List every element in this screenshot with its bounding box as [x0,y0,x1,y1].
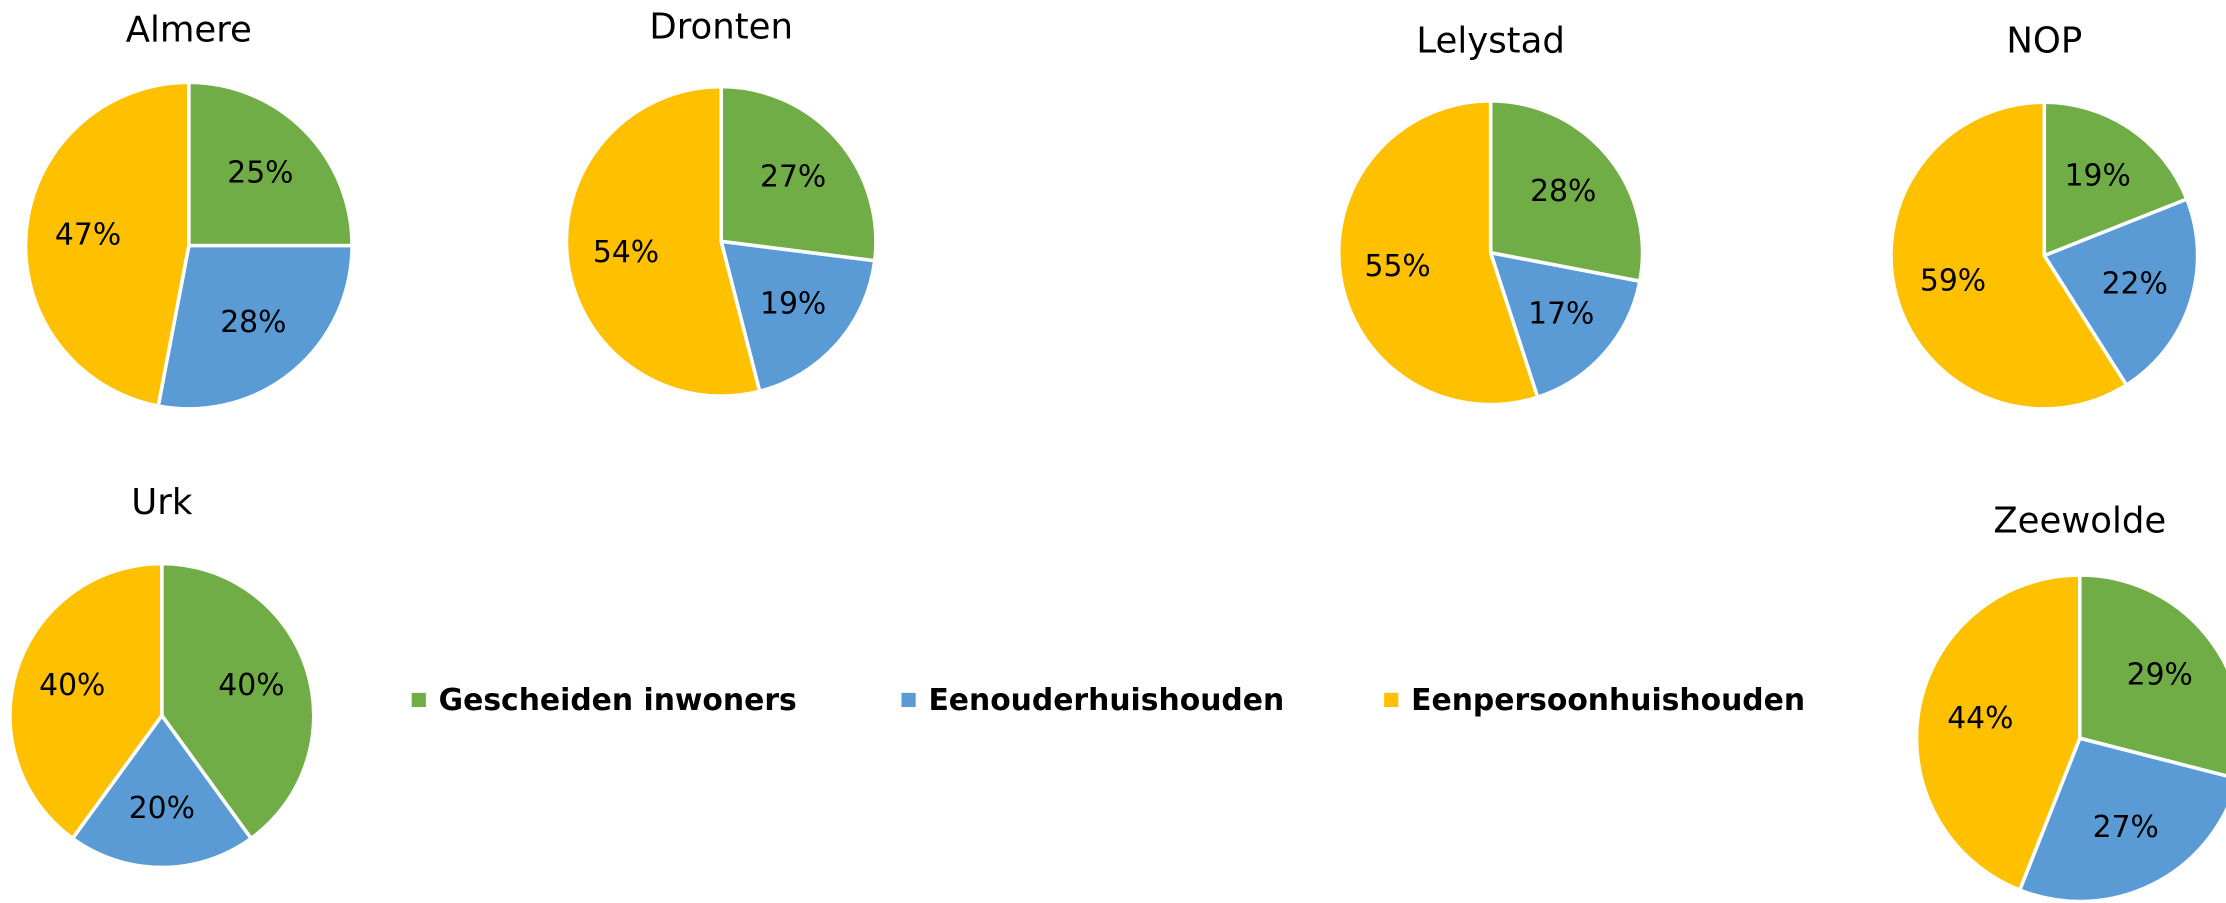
pie-slice [160,561,316,841]
data-label: 20% [129,791,195,826]
chart-title: NOP [2006,21,2082,62]
pie-slice [1488,99,1645,284]
chart-title: Urk [131,482,193,523]
data-label: 27% [2093,810,2159,845]
data-label: 17% [1528,297,1594,332]
data-label: 19% [760,286,826,321]
data-label: 44% [1947,701,2013,736]
pie-slice [2041,196,2200,388]
pie-slice [718,239,877,394]
chart-title: Almere [126,9,252,50]
data-label: 27% [760,159,826,194]
chart-title: Zeewolde [1993,500,2166,541]
data-label: 19% [2065,158,2131,193]
pie-slice [1914,573,2082,893]
legend-label: Gescheiden inwoners [439,683,797,718]
data-label: 40% [39,668,105,703]
pie-slice [1336,99,1540,407]
pie-slice [2078,573,2226,778]
data-label: 47% [55,218,121,253]
legend-swatch [901,692,916,708]
legend-swatch [411,692,426,708]
legend-swatch [1384,692,1399,708]
data-label: 59% [1920,264,1986,299]
pie-slice [2017,736,2226,903]
pie-slice [2042,100,2190,259]
legend-label: Eenouderhuishouden [928,683,1284,718]
chart-title: Dronten [649,6,793,47]
data-label: 29% [2127,658,2193,693]
pie-slice [23,80,191,409]
pie-slice [719,84,878,263]
data-label: 40% [218,668,284,703]
pie-slice [564,84,762,398]
data-label: 28% [1530,174,1596,209]
pie-slice [1889,100,2129,411]
pie-slice [8,561,164,841]
chart-title: Lelystad [1416,21,1565,62]
data-label: 55% [1364,249,1430,284]
data-label: 28% [220,305,286,340]
legend-label: Eenpersoonhuishouden [1411,683,1805,718]
pie-slice [70,712,254,870]
pie-slice [187,80,354,248]
pie-slice [1488,250,1642,400]
data-label: 22% [2102,266,2168,301]
data-label: 25% [227,156,293,191]
pie-slice [156,243,354,411]
data-label: 54% [593,235,659,270]
